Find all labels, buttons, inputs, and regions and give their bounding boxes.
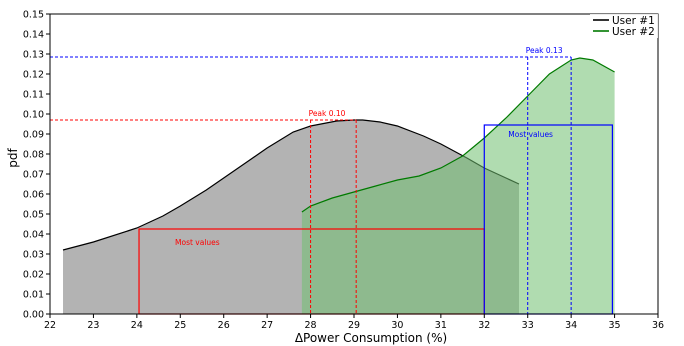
legend-label-1: User #1	[612, 15, 655, 27]
y-tick-label: 0.04	[23, 230, 44, 241]
peak-label-2: Peak 0.13	[526, 46, 563, 55]
x-axis-label: ΔPower Consumption (%)	[295, 331, 447, 345]
plot-area: Most values Peak 0.10 Most values Peak 0.13	[50, 14, 658, 315]
y-tick-label: 0.15	[23, 10, 44, 21]
y-tick-label: 0.14	[23, 30, 44, 41]
series-area-2	[301, 58, 615, 314]
x-tick-label: 25	[174, 320, 186, 331]
most-values-label-2: Most values	[508, 130, 553, 139]
x-tick-label: 27	[261, 320, 273, 331]
x-tick-label: 28	[305, 320, 317, 331]
most-values-label-1: Most values	[175, 238, 220, 247]
y-tick-label: 0.01	[23, 290, 44, 301]
series-line-1	[62, 119, 520, 251]
x-tick-label: 34	[565, 320, 577, 331]
x-tick-label: 24	[131, 320, 143, 331]
axes: 22 23 24 25 26 27 28 29 30 31 32 33 34 35 36 0.00 0.01 0.…	[23, 10, 664, 332]
legend-label-2: User #2	[612, 26, 655, 38]
y-tick-label: 0.05	[23, 210, 44, 221]
x-tick-label: 26	[218, 320, 230, 331]
x-tick-label: 22	[44, 320, 56, 331]
y-tick-label: 0.08	[23, 150, 44, 161]
y-tick-label: 0.11	[23, 90, 44, 101]
y-tick-label: 0.09	[23, 130, 44, 141]
series-line-2	[301, 57, 615, 213]
y-tick-label: 0.06	[23, 190, 44, 201]
x-tick-label: 23	[87, 320, 99, 331]
x-tick-label: 29	[348, 320, 360, 331]
y-tick-label: 0.13	[23, 50, 44, 61]
y-tick-label: 0.00	[23, 310, 44, 321]
y-tick-label: 0.12	[23, 70, 44, 81]
y-tick-label: 0.07	[23, 170, 44, 181]
legend-box	[590, 14, 658, 38]
x-tick-label: 36	[652, 320, 664, 331]
x-tick-label: 31	[435, 320, 447, 331]
y-tick-label: 0.03	[23, 250, 44, 261]
x-tick-label: 32	[478, 320, 490, 331]
x-tick-label: 30	[391, 320, 403, 331]
y-tick-label: 0.10	[23, 110, 44, 121]
y-tick-label: 0.02	[23, 270, 44, 281]
peak-label-1: Peak 0.10	[309, 109, 346, 118]
y-axis-label: pdf	[6, 148, 20, 168]
x-tick-label: 33	[522, 320, 534, 331]
x-tick-label: 35	[609, 320, 621, 331]
